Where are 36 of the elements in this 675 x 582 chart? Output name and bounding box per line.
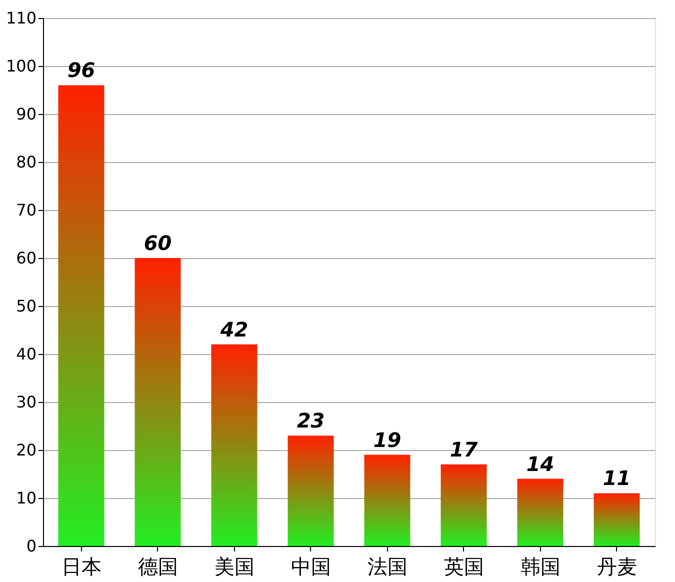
bar [288, 436, 334, 546]
data-label: 17 [450, 437, 478, 462]
x-tick-label: 美国 [214, 554, 254, 578]
bar [440, 464, 487, 546]
bar [211, 344, 258, 546]
x-tick-label: 英国 [444, 554, 484, 578]
x-tick-label: 法国 [367, 554, 408, 578]
y-tick-label: 40 [16, 344, 36, 364]
bar [134, 258, 181, 546]
y-tick-label: 90 [16, 104, 36, 124]
bar [364, 454, 410, 546]
x-tick-label: 日本 [61, 554, 102, 578]
data-label: 19 [373, 428, 402, 452]
y-tick-label: 80 [16, 152, 36, 172]
y-tick-label: 110 [6, 8, 36, 28]
y-tick-label: 60 [16, 248, 36, 268]
data-label: 96 [67, 58, 96, 82]
data-label: 14 [526, 452, 554, 476]
x-tick-label: 德国 [138, 554, 178, 578]
y-tick-label: 30 [16, 392, 36, 412]
bar [58, 85, 104, 546]
x-tick-label: 丹麦 [596, 554, 637, 578]
y-tick-label: 10 [16, 488, 36, 508]
y-tick-label: 20 [16, 440, 36, 460]
data-label: 60 [144, 231, 172, 255]
y-tick-label: 70 [16, 200, 36, 220]
x-tick-label: 韩国 [520, 554, 560, 578]
bar [594, 493, 640, 546]
x-tick-label: 中国 [290, 554, 331, 578]
data-label: 23 [296, 408, 325, 433]
bar [517, 478, 564, 546]
y-tick-label: 100 [6, 56, 36, 76]
y-tick-label: 0 [26, 536, 36, 556]
y-tick-label: 50 [16, 296, 36, 316]
data-label: 11 [602, 466, 631, 490]
data-label: 42 [219, 317, 248, 342]
